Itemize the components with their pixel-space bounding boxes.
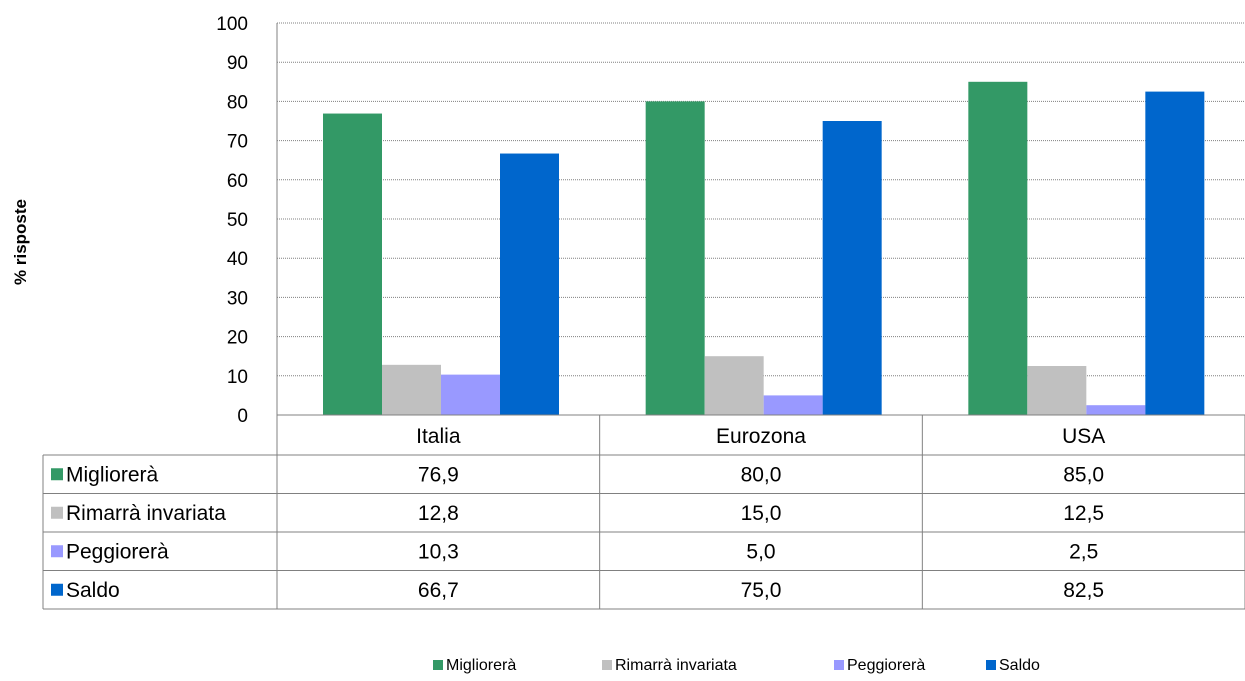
category-label: Eurozona	[716, 425, 806, 448]
table-cell-value: 75,0	[741, 579, 782, 602]
legend-swatch	[986, 660, 996, 670]
bar	[968, 81, 1028, 416]
legend-swatch	[834, 660, 844, 670]
bar	[704, 356, 764, 415]
table-cell-value: 10,3	[418, 540, 459, 563]
bar	[500, 153, 559, 415]
bar	[1086, 405, 1146, 415]
bar	[1027, 366, 1087, 415]
axes	[276, 23, 1245, 416]
legend-label: Rimarrà invariata	[615, 657, 737, 674]
y-tick-label: 20	[227, 328, 248, 349]
table-legend-swatch	[51, 545, 63, 558]
bar	[382, 364, 441, 415]
legend-swatch	[602, 660, 612, 670]
y-tick-label: 70	[227, 132, 248, 153]
bar	[645, 101, 705, 416]
legend-swatch	[433, 660, 443, 670]
table-legend-swatch	[51, 583, 63, 596]
table-cell-value: 15,0	[741, 502, 782, 525]
y-tick-label: 50	[227, 210, 248, 231]
y-axis-ticks: 0 10 20 30 40 50 60 70 80 90 100	[216, 14, 248, 427]
y-tick-label: 40	[227, 249, 248, 270]
category-label: Italia	[416, 425, 461, 448]
table-legend-swatch	[51, 506, 63, 519]
y-tick-label: 80	[227, 92, 248, 113]
table-row-label: Rimarrà invariata	[66, 502, 226, 525]
legend-label: Saldo	[999, 657, 1040, 674]
bar	[763, 395, 823, 415]
bar	[323, 113, 382, 415]
y-tick-label: 60	[227, 171, 248, 192]
table-row-label: Saldo	[66, 579, 120, 602]
table-row-label: Peggiorerà	[66, 540, 169, 563]
table-cell-value: 12,8	[418, 502, 459, 525]
table-cell-value: 82,5	[1063, 579, 1104, 602]
legend: Migliorerà Rimarrà invariata Peggiorerà Sal…	[433, 657, 1040, 674]
category-label: USA	[1062, 425, 1105, 448]
table-cell-value: 5,0	[746, 540, 775, 563]
y-tick-label: 30	[227, 288, 248, 309]
bar	[822, 121, 882, 415]
table-cell-value: 76,9	[418, 463, 459, 486]
y-tick-label: 100	[216, 14, 248, 35]
table-cell-value: 85,0	[1063, 463, 1104, 486]
y-tick-label: 10	[227, 367, 248, 388]
table-row-label: Migliorerà	[66, 463, 159, 486]
table-cell-value: 2,5	[1069, 540, 1098, 563]
y-axis-title: % risposte	[11, 199, 30, 285]
y-tick-label: 90	[227, 53, 248, 74]
data-table: Italia Eurozona USA Migliorerà 76,9 80,0 85,0 R…	[42, 415, 1245, 610]
table-legend-swatch	[51, 468, 63, 481]
gridlines	[277, 22, 1245, 377]
bar	[441, 374, 500, 415]
legend-label: Peggiorerà	[847, 657, 925, 674]
table-cell-value: 80,0	[741, 463, 782, 486]
table-cell-value: 12,5	[1063, 502, 1104, 525]
bars	[323, 81, 1205, 416]
y-tick-label: 0	[237, 406, 248, 427]
bar	[1145, 91, 1205, 415]
table-cell-value: 66,7	[418, 579, 459, 602]
legend-label: Migliorerà	[446, 657, 516, 674]
